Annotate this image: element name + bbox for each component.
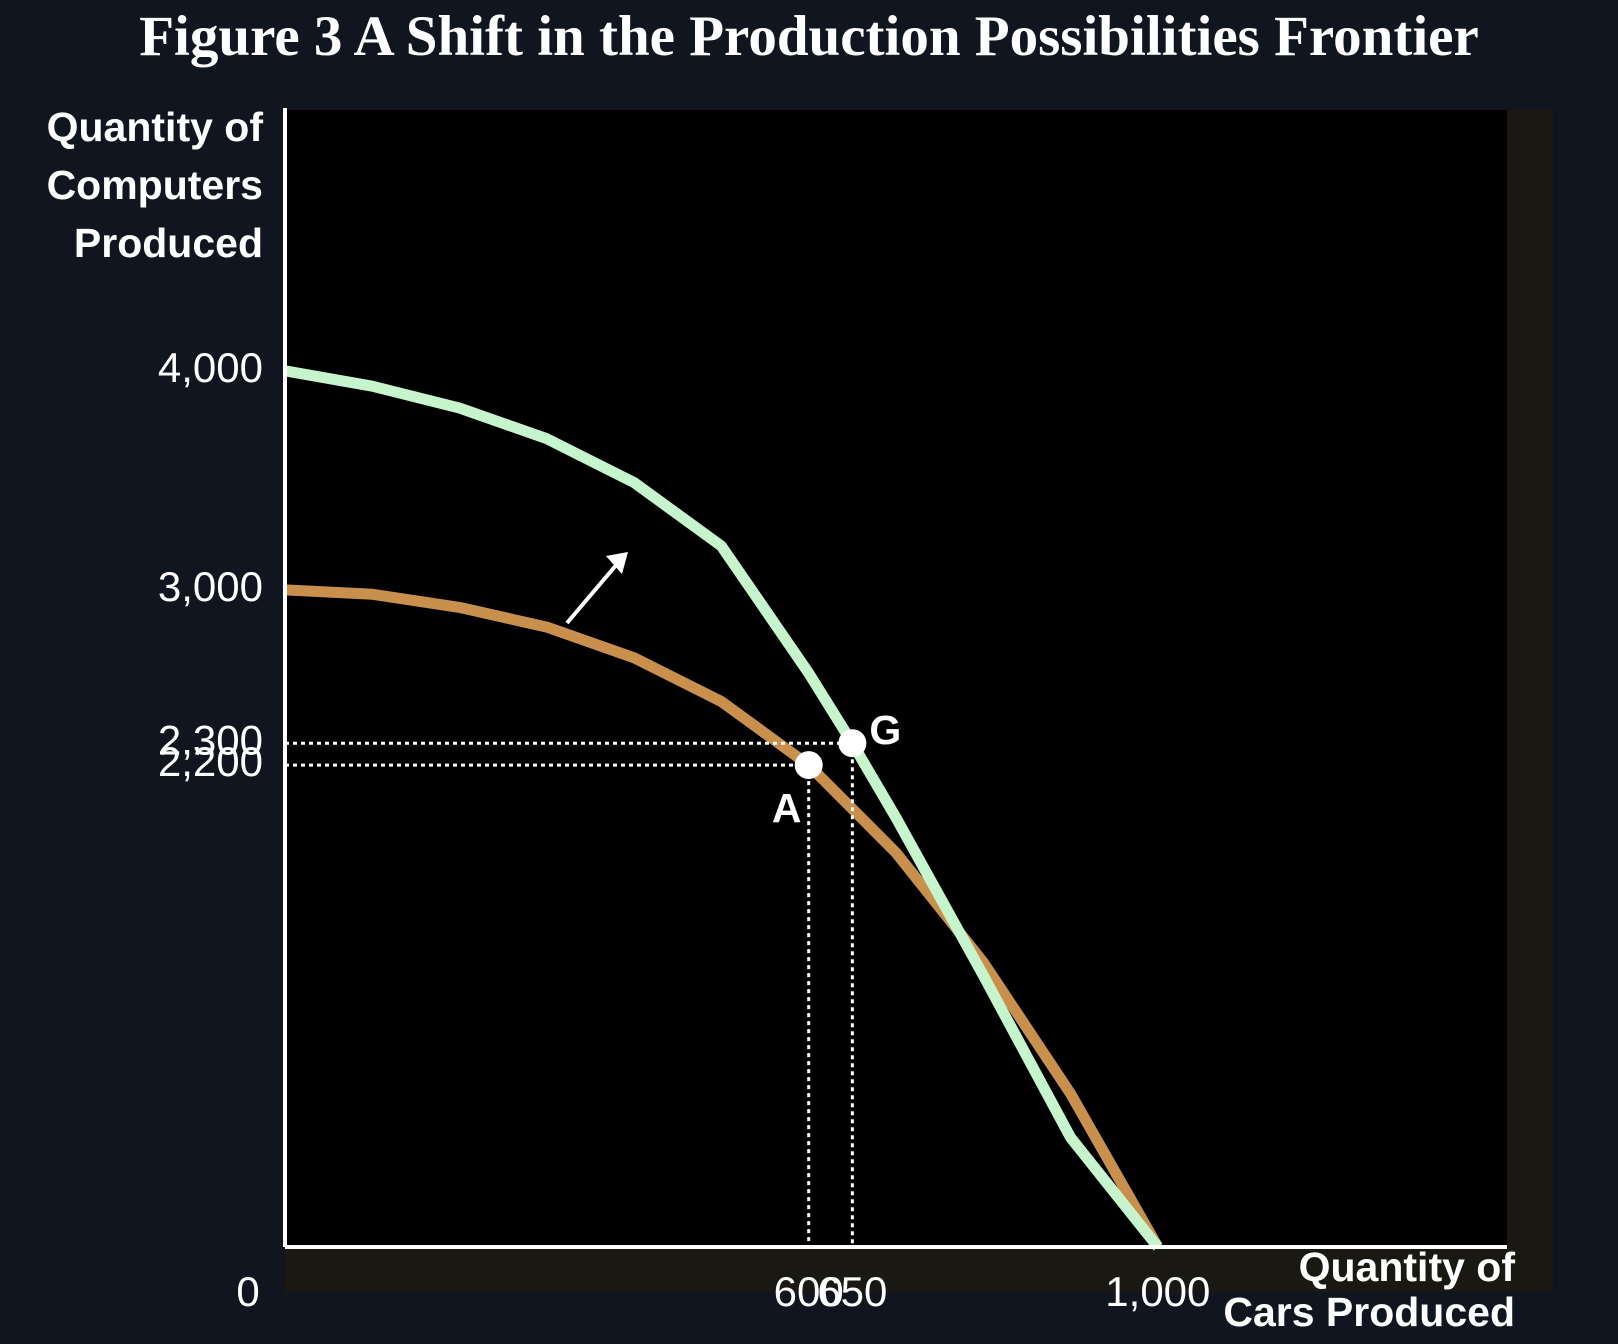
shift-arrow-head [606,552,628,574]
shift-arrow [565,555,625,625]
x-tick-label: 600 [774,1268,844,1315]
x-tick-label: 1,000 [1105,1268,1210,1315]
point [794,751,823,780]
point-label: A [772,785,802,831]
plot-area [285,110,1507,1247]
x-axis-label: Quantity of [1299,1244,1516,1290]
x-axis-label: Cars Produced [1223,1289,1515,1335]
chart-title: Figure 3 A Shift in the Production Possi… [139,5,1479,68]
ppf-curve [284,584,1163,1250]
y-axis-label: Computers [47,162,263,208]
y-axis-label: Quantity of [47,104,264,150]
x-tick-label: 650 [817,1268,887,1315]
point [838,729,867,758]
y-axis-label: Produced [74,220,263,266]
y-tick-label: 2,200 [158,738,263,785]
point-label: G [869,707,901,753]
y-tick-label: 2,300 [158,716,263,763]
y-tick-label: 3,000 [158,563,263,610]
y-tick-label: 4,000 [158,344,263,391]
ppf-curve [284,365,1163,1251]
x-tick-label: 0 [236,1268,259,1315]
